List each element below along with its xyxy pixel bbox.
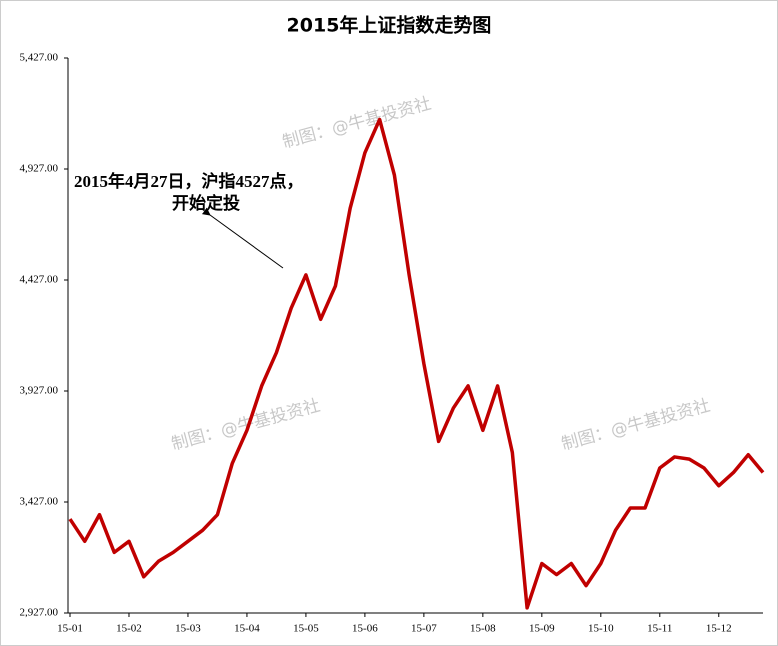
line-series <box>68 117 765 610</box>
annotation: 2015年4月27日，沪指4527点， <box>74 171 304 191</box>
chart-title: 2015年上证指数走势图 <box>287 14 492 37</box>
x-tick-label: 15-08 <box>470 623 496 635</box>
y-tick-label: 2,927.00 <box>20 607 59 619</box>
x-tick-label: 15-12 <box>706 623 732 635</box>
x-tick-label: 15-11 <box>647 623 672 635</box>
x-tick-label: 15-07 <box>411 623 437 635</box>
x-tick-label: 15-09 <box>529 623 555 635</box>
x-tick-label: 15-06 <box>352 623 378 635</box>
y-tick-label: 5,427.00 <box>20 52 59 64</box>
y-tick-label: 3,427.00 <box>20 496 59 508</box>
x-tick-label: 15-05 <box>293 623 319 635</box>
x-tick-label: 15-03 <box>175 623 201 635</box>
y-tick-label: 4,927.00 <box>20 163 59 175</box>
x-tick-label: 15-04 <box>234 623 260 635</box>
plot-area: 2,927.00 3,427.00 3,927.00 4,427.00 4,927.00… <box>20 52 765 635</box>
annotation-arrow <box>201 207 284 269</box>
y-tick-label: 3,927.00 <box>20 385 59 397</box>
y-tick-label: 4,427.00 <box>20 274 59 286</box>
x-tick-label: 15-10 <box>588 623 614 635</box>
x-tick-label: 15-02 <box>116 623 142 635</box>
annotation: 开始定投 <box>172 193 240 213</box>
x-tick-label: 15-01 <box>57 623 83 635</box>
